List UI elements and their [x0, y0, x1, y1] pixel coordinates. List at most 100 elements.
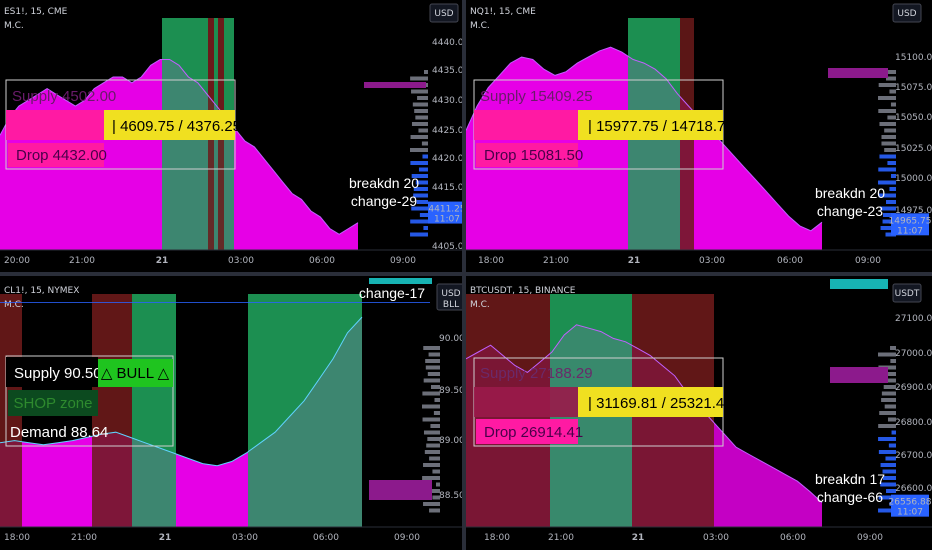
volume-profile-bar	[422, 476, 440, 480]
x-tick-label: 06:00	[780, 533, 806, 543]
volume-profile-bar	[884, 148, 896, 152]
volume-profile-bar	[887, 417, 896, 422]
last-price-tag	[428, 201, 466, 224]
x-tick-label: 21	[159, 533, 172, 543]
y-tick-label: 4405.00	[432, 242, 469, 252]
volume-profile-bar	[879, 122, 896, 126]
volume-profile-bar	[418, 167, 428, 172]
volume-profile-bar	[434, 398, 440, 402]
currency-label: USDT	[895, 289, 920, 299]
x-tick-label: 21	[632, 533, 645, 543]
indicator-name: M.C.	[4, 21, 24, 31]
volume-profile-bar	[878, 508, 896, 513]
drop-label: Drop 15081.50	[484, 147, 583, 164]
breakdown-note-line: change-66	[817, 489, 883, 505]
x-tick-label: 18:00	[4, 533, 30, 543]
x-tick-label: 21:00	[71, 533, 97, 543]
volume-profile-bar	[410, 219, 428, 224]
volume-profile-bar	[878, 180, 896, 185]
volume-profile-bar	[880, 482, 896, 487]
volume-profile-bar	[430, 424, 440, 428]
volume-profile-bar	[410, 148, 428, 152]
x-tick-label: 18:00	[484, 533, 510, 543]
currency-badge	[429, 3, 459, 23]
y-tick-label: 15000.00	[895, 174, 932, 184]
y-tick-label: 27000.00	[895, 349, 932, 359]
volume-profile-bar	[411, 89, 428, 94]
currency-unit: BLL	[443, 300, 459, 310]
volume-profile-bar	[423, 226, 428, 230]
volume-profile-bar	[422, 391, 440, 396]
volume-profile-bar	[890, 359, 896, 363]
y-tick-label: 89.50	[439, 386, 465, 396]
volume-profile-bar	[880, 70, 896, 74]
volume-profile-bar	[878, 437, 896, 441]
volume-profile-bar	[886, 489, 896, 493]
demand-label: Demand 88.64	[10, 424, 108, 441]
volume-profile-bar	[885, 232, 896, 237]
x-tick-label: 21:00	[548, 533, 574, 543]
supply-label: Supply 15409.25	[480, 88, 593, 105]
y-tick-label: 4420.00	[432, 154, 469, 164]
supply-box	[6, 357, 98, 387]
volume-profile-bar	[424, 450, 440, 454]
symbol-title: BTCUSDT, 15, BINANCE	[470, 286, 576, 296]
volume-profile-bar	[879, 154, 896, 159]
volume-profile-bar	[429, 456, 440, 461]
volume-profile-bar	[422, 404, 440, 409]
volume-profile-bar	[424, 70, 428, 74]
supply-label: Supply 4502.00	[12, 88, 116, 105]
volume-profile-bar	[878, 424, 896, 428]
supply-zone-fill	[6, 110, 104, 140]
x-tick-label: 09:00	[857, 533, 883, 543]
price-line	[0, 59, 359, 235]
x-tick-label: 06:00	[777, 256, 803, 266]
volume-profile-bar	[418, 128, 428, 133]
y-tick-label: 4430.00	[432, 96, 469, 106]
volume-profile-bar	[425, 365, 440, 370]
price-line	[465, 324, 823, 503]
range-box	[578, 110, 723, 140]
currency-label: USD	[441, 289, 460, 299]
y-tick-label: 89.00	[439, 436, 465, 446]
volume-profile-bar	[878, 109, 896, 113]
supply-label: Supply 27188.29	[480, 365, 593, 382]
range-label: | 15977.75 / 14718.75	[588, 118, 734, 135]
volume-profile-bar	[890, 174, 896, 178]
volume-profile-bar	[423, 378, 440, 383]
y-tick-label: 26900.00	[895, 383, 932, 393]
bar-countdown: 11:07	[897, 226, 923, 236]
y-tick-label: 15025.00	[895, 144, 932, 154]
breakdown-note-line: change-23	[817, 203, 883, 219]
volume-profile-bar	[891, 430, 896, 435]
volume-profile-bar	[415, 180, 428, 185]
volume-profile-bar	[881, 391, 896, 396]
bull-box	[98, 359, 173, 387]
volume-profile-bar	[888, 443, 896, 448]
volume-profile-bar	[415, 115, 428, 120]
indicator-name: M.C.	[4, 300, 24, 310]
drop-label: Drop 4432.00	[16, 147, 107, 164]
purple-level-bar	[364, 82, 426, 88]
y-tick-label: 15050.00	[895, 113, 932, 123]
supply-zone-fill	[474, 110, 578, 140]
breakdown-note-line: breakdn 20	[349, 175, 419, 191]
volume-profile-bar	[880, 463, 896, 467]
volume-profile-bar	[429, 508, 440, 513]
currency-label: USD	[434, 9, 453, 19]
volume-profile-bar	[412, 102, 428, 107]
x-tick-label: 06:00	[309, 256, 335, 266]
volume-profile-bar	[886, 76, 896, 81]
volume-profile-bar	[411, 122, 428, 126]
volume-profile-bar	[887, 115, 896, 120]
volume-profile-bar	[880, 226, 896, 230]
volume-profile-bar	[881, 135, 896, 139]
x-tick-label: 21:00	[69, 256, 95, 266]
volume-profile-bar	[878, 96, 896, 100]
x-tick-label: 03:00	[228, 256, 254, 266]
bull-label: △ BULL △	[101, 365, 170, 382]
bar-countdown: 11:07	[434, 215, 460, 225]
y-tick-label: 26800.00	[895, 418, 932, 428]
last-price-value: 26556.88	[889, 498, 932, 508]
